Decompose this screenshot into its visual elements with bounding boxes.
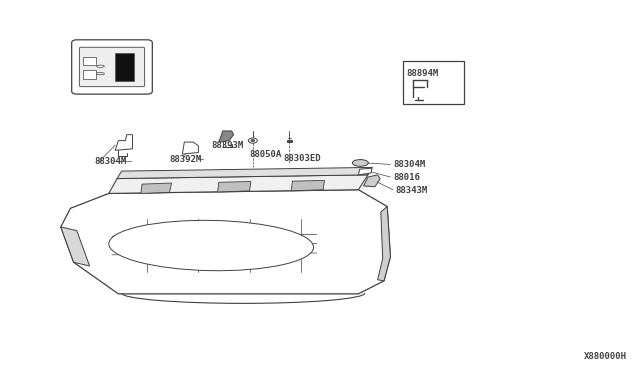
Bar [115,53,134,81]
Ellipse shape [352,160,368,166]
FancyBboxPatch shape [72,40,152,94]
Text: X880000H: X880000H [584,352,627,361]
Ellipse shape [109,220,314,271]
Polygon shape [61,190,390,294]
Text: 88343M: 88343M [396,186,428,195]
Text: 88016: 88016 [393,173,420,182]
Text: 88392M: 88392M [170,155,202,164]
Text: 88894M: 88894M [406,69,438,78]
Text: 88393M: 88393M [211,141,243,150]
Bar [83,70,96,79]
Ellipse shape [97,65,104,67]
Bar [403,61,464,104]
Ellipse shape [251,140,255,142]
Polygon shape [218,182,251,192]
Polygon shape [378,206,390,281]
Bar [287,140,292,142]
Polygon shape [358,168,372,175]
Text: 88050A: 88050A [250,150,282,159]
Polygon shape [61,227,90,266]
Polygon shape [115,135,132,150]
Polygon shape [182,142,198,154]
Text: 88304M: 88304M [95,157,127,166]
Polygon shape [117,167,372,179]
Polygon shape [141,183,172,193]
Bar [83,57,96,65]
FancyBboxPatch shape [79,47,145,87]
Text: 88303ED: 88303ED [284,154,321,163]
Ellipse shape [248,138,257,143]
Polygon shape [291,180,324,191]
Polygon shape [364,175,380,187]
Ellipse shape [97,73,104,75]
Polygon shape [109,175,368,193]
Text: 88304M: 88304M [393,160,425,169]
Polygon shape [219,131,234,142]
